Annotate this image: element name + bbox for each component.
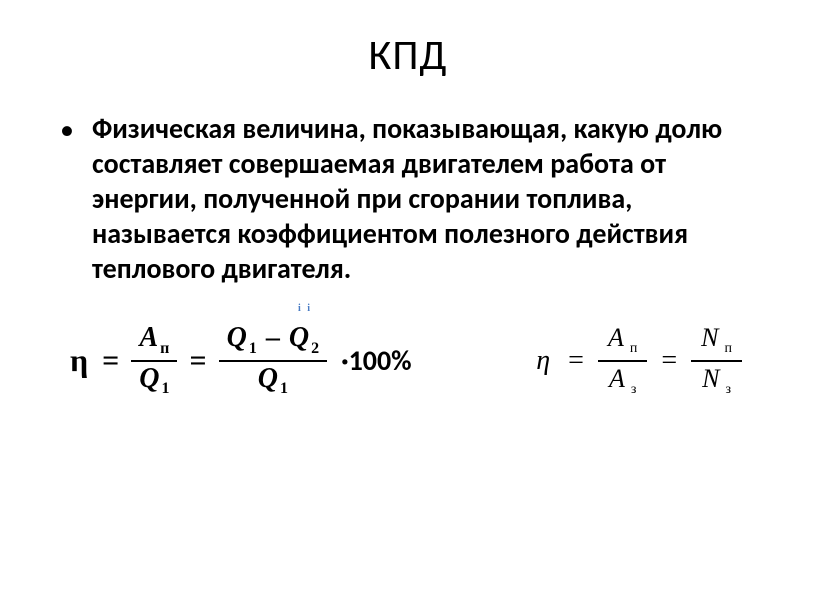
var-Nz: N — [702, 364, 719, 393]
var-Q1c: Q — [258, 363, 278, 394]
tiny-mark: і і — [298, 303, 312, 314]
fracR2-den: Nз — [692, 362, 741, 401]
sub-1b: 1 — [249, 340, 257, 357]
slide-title: КПД — [40, 30, 776, 81]
minus-op: – — [266, 322, 280, 353]
times-100pct: ·100% — [341, 343, 411, 378]
frac2-num: Q1 – Q2 — [219, 321, 327, 361]
formula-left: і і η = Aп Q1 = Q1 – Q2 Q1 — [70, 321, 412, 399]
equals-2: = — [190, 344, 207, 378]
formula-right: η = Aп Aз = Nп Nз — [536, 321, 746, 400]
equals-4: = — [661, 345, 677, 377]
fracR2-num: Nп — [691, 321, 742, 362]
var-A: A — [139, 322, 158, 353]
var-Q: Q — [139, 363, 159, 394]
sub-1: 1 — [162, 380, 170, 397]
sub-z2: з — [725, 382, 731, 397]
fraction-ap-q1: Aп Q1 — [131, 321, 177, 399]
fracR1-num: Aп — [598, 321, 647, 362]
sub-p2: п — [630, 341, 638, 356]
var-Az: A — [609, 364, 625, 393]
bullet-marker: • — [60, 113, 74, 147]
eta-symbol: η — [70, 342, 88, 379]
fraction-q1q2-q1: Q1 – Q2 Q1 — [219, 321, 327, 399]
formulas-row: і і η = Aп Q1 = Q1 – Q2 Q1 — [40, 321, 776, 400]
sub-p: п — [160, 340, 169, 357]
var-Q1: Q — [227, 322, 247, 353]
bullet-item: • Физическая величина, показывающая, как… — [40, 111, 776, 286]
equals-3: = — [568, 345, 584, 377]
var-Ap: A — [608, 323, 624, 352]
definition-text: Физическая величина, показывающая, какую… — [92, 111, 766, 286]
frac1-num: Aп — [131, 321, 177, 361]
sub-2: 2 — [311, 340, 319, 357]
eta-symbol-2: η — [536, 345, 550, 377]
var-Q2: Q — [289, 322, 309, 353]
sub-p3: п — [725, 341, 733, 356]
sub-z: з — [631, 382, 637, 397]
equals-1: = — [102, 344, 119, 378]
sub-1c: 1 — [280, 380, 288, 397]
frac1-den: Q1 — [131, 362, 177, 400]
fraction-np-nz: Nп Nз — [691, 321, 742, 400]
var-Np: N — [701, 323, 718, 352]
frac2-den: Q1 — [250, 362, 296, 400]
fracR1-den: Aз — [599, 362, 646, 401]
fraction-ap-az: Aп Aз — [598, 321, 647, 400]
slide: КПД • Физическая величина, показывающая,… — [0, 0, 816, 613]
